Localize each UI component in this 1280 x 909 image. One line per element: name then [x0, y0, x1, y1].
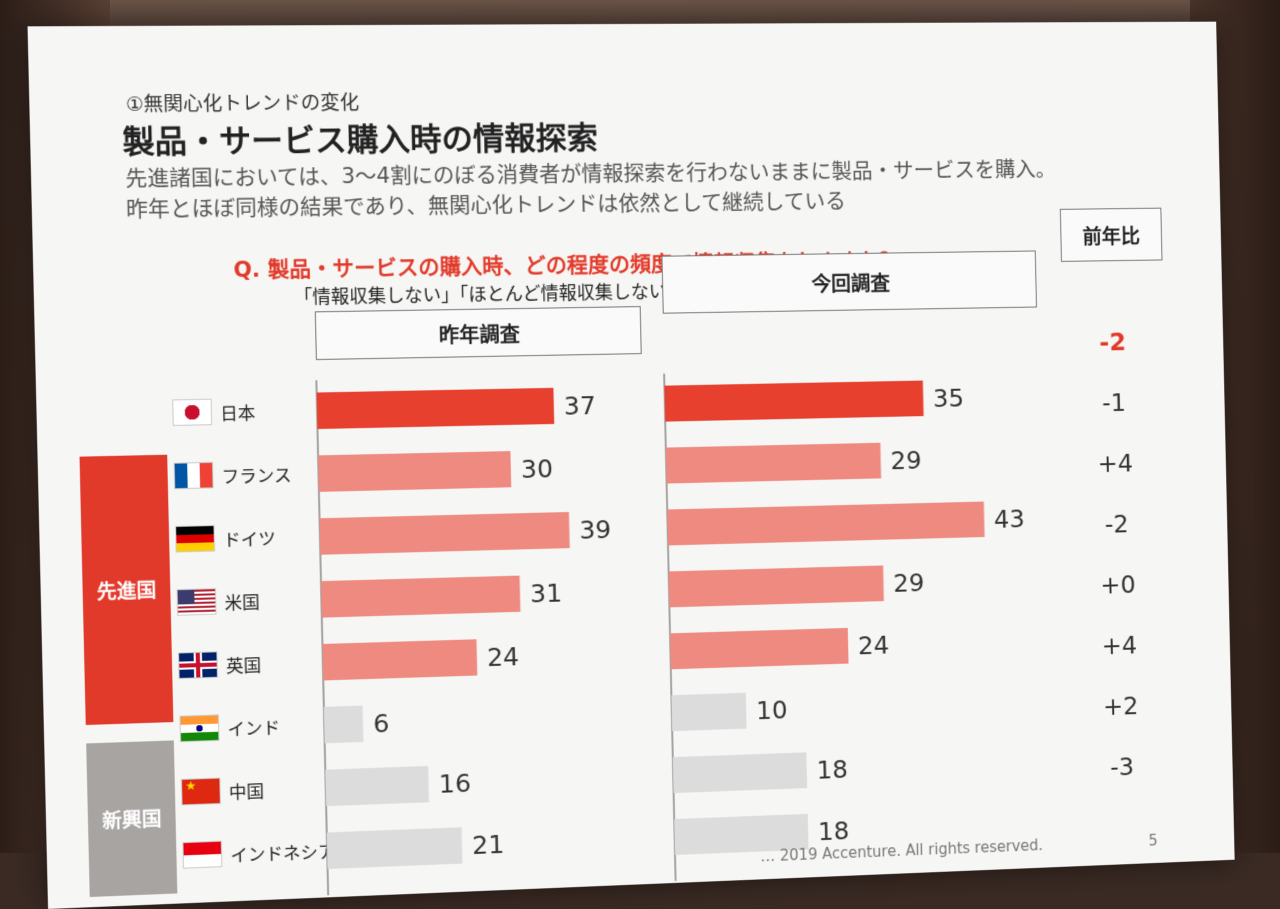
data-label-0-1: 30: [521, 454, 554, 484]
yoy-value-7: -3: [1083, 751, 1160, 782]
data-label-0-6: 16: [438, 769, 471, 799]
slide-content: ①無関心化トレンドの変化 製品・サービス購入時の情報探索 先進諸国においては、3…: [28, 22, 1235, 909]
bar-0-6: [325, 766, 429, 806]
data-label-1-1: 29: [890, 446, 922, 475]
bar-0-3: [321, 576, 520, 618]
bar-1-1: [666, 443, 881, 484]
bar-0-7: [327, 827, 463, 869]
data-label-1-4: 24: [858, 631, 890, 660]
data-label-1-2: 43: [994, 505, 1025, 534]
presentation-slide: ①無関心化トレンドの変化 製品・サービス購入時の情報探索 先進諸国においては、3…: [28, 22, 1235, 909]
data-label-1-0: 35: [933, 384, 965, 413]
data-label-0-2: 39: [579, 515, 612, 545]
bar-0-1: [318, 451, 511, 492]
bar-chart: 37 30 39 31 24 6 16 21 35 29 43 29 24 10 18 18: [28, 22, 1235, 909]
bar-1-6: [673, 752, 807, 793]
bar-0-4: [322, 639, 477, 680]
yoy-value-5: +4: [1081, 630, 1158, 661]
yoy-value-1: -1: [1075, 388, 1152, 418]
bar-0-0: [317, 388, 555, 429]
data-label-0-4: 24: [487, 642, 520, 672]
bar-0-2: [320, 512, 570, 555]
bar-1-2: [667, 502, 984, 546]
data-label-0-7: 21: [472, 830, 505, 860]
bar-1-4: [670, 628, 849, 669]
bar-0-5: [324, 706, 364, 744]
yoy-value-0: -2: [1074, 327, 1151, 357]
page-number: 5: [1148, 832, 1157, 850]
yoy-value-6: +2: [1082, 691, 1159, 722]
bar-1-0: [664, 381, 923, 422]
data-label-0-5: 6: [373, 709, 390, 739]
data-label-1-5: 10: [756, 696, 788, 726]
data-label-1-6: 18: [816, 755, 848, 785]
data-label-0-3: 31: [530, 579, 563, 609]
bar-1-3: [669, 565, 884, 607]
bar-1-5: [671, 693, 746, 731]
data-label-0-0: 37: [564, 391, 597, 420]
yoy-value-4: +0: [1079, 570, 1156, 601]
yoy-value-2: +4: [1077, 448, 1154, 478]
yoy-value-3: -2: [1078, 509, 1155, 539]
data-label-1-3: 29: [893, 569, 925, 598]
data-label-1-7: 18: [818, 817, 850, 847]
